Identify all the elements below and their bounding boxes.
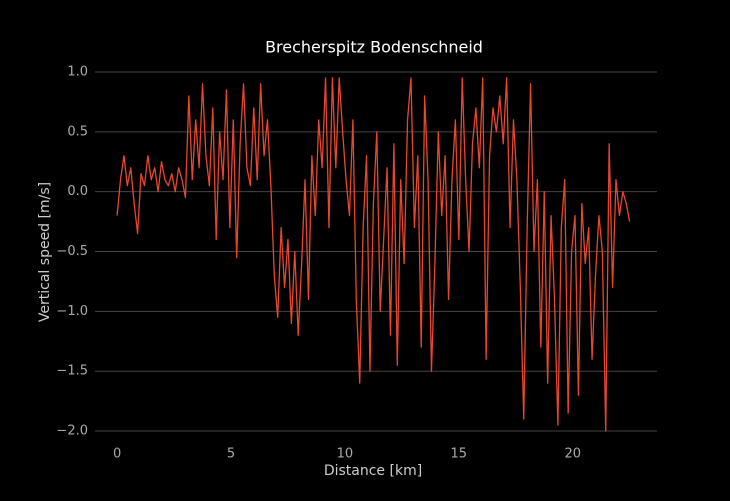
x-tick-label: 20 — [564, 447, 581, 462]
y-tick-label: 0.0 — [67, 184, 88, 199]
x-tick-label: 10 — [337, 447, 354, 462]
y-tick-label: −1.0 — [56, 304, 88, 319]
x-axis-label: Distance [km] — [324, 463, 422, 479]
data-line — [116, 77, 631, 432]
x-tick-label: 0 — [113, 447, 121, 462]
y-tick-label: −0.5 — [56, 244, 88, 259]
chart-title: Brecherspitz Bodenschneid — [265, 38, 483, 57]
y-axis-label: Vertical speed [m/s] — [37, 182, 53, 322]
y-tick-label: −1.5 — [56, 364, 88, 379]
y-tick-label: 1.0 — [67, 64, 88, 79]
x-tick-label: 5 — [227, 447, 235, 462]
y-tick-label: 0.5 — [67, 124, 88, 139]
x-tick-label: 15 — [451, 447, 468, 462]
y-tick-label: −2.0 — [56, 424, 88, 439]
